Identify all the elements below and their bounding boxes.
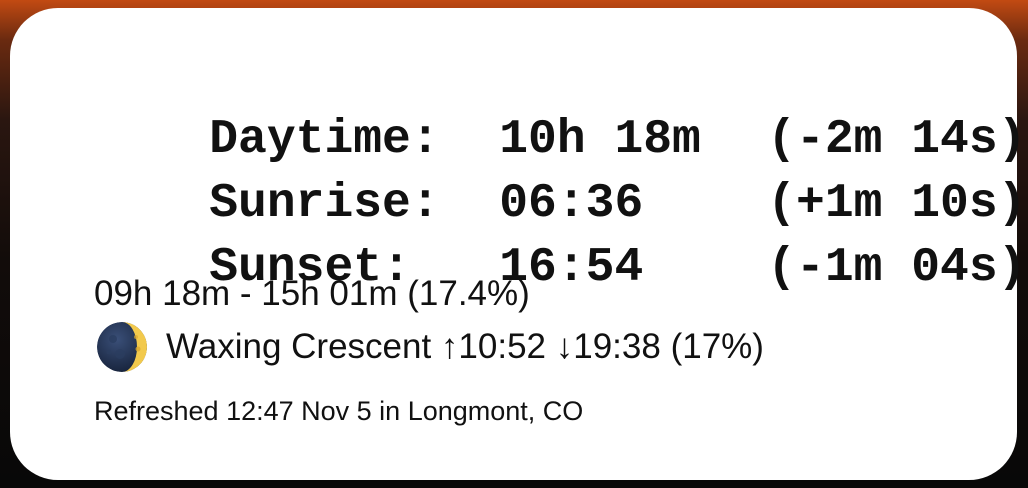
daytime-value: 10h 18m — [499, 113, 701, 167]
moonset-time: ↓19:38 — [555, 327, 661, 366]
sunset-label: Sunset: — [209, 241, 411, 295]
sunset-row: Sunset: 16:54 (-1m 04s) — [94, 184, 1026, 352]
refreshed-status: Refreshed 12:47 Nov 5 in Longmont, CO — [94, 396, 584, 426]
daytime-row: Daytime: 10h 18m (-2m 14s) — [94, 56, 1026, 224]
moon-text: Waxing Crescent ↑10:52 ↓19:38 (17%) — [166, 327, 764, 367]
sunrise-label: Sunrise: — [209, 177, 440, 231]
daytime-label: Daytime: — [209, 113, 440, 167]
daylight-widget[interactable]: Daytime: 10h 18m (-2m 14s) Sunrise: 06:36 (+… — [10, 8, 1026, 480]
twilight-range: 09h 18m - 15h 01m (17.4%) — [94, 274, 530, 313]
sunrise-delta: (+1m 10s) — [767, 177, 1027, 231]
daytime-delta: (-2m 14s) — [767, 113, 1027, 167]
waxing-crescent-moon-icon — [97, 322, 147, 372]
moon-illumination: (17%) — [670, 327, 764, 366]
sunrise-value: 06:36 — [499, 177, 644, 231]
moon-info: Waxing Crescent ↑10:52 ↓19:38 (17%) — [94, 321, 764, 373]
moon-phase: Waxing Crescent — [166, 327, 432, 366]
sunset-value: 16:54 — [499, 241, 644, 295]
moonrise-time: ↑10:52 — [440, 327, 547, 366]
sunset-delta: (-1m 04s) — [767, 241, 1027, 295]
sunrise-row: Sunrise: 06:36 (+1m 10s) — [94, 120, 1026, 288]
